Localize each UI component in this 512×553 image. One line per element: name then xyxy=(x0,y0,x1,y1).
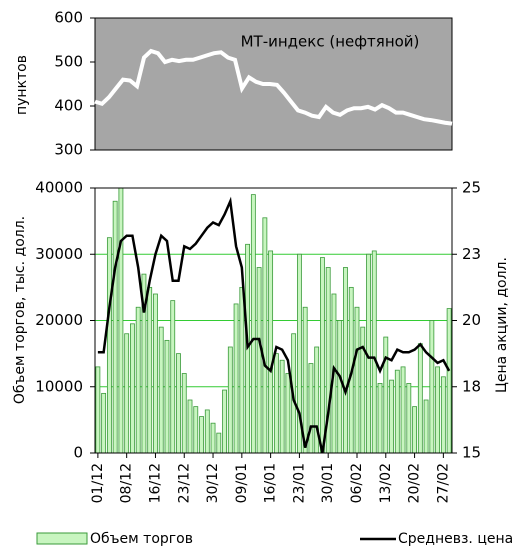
legend-swatch xyxy=(36,532,88,545)
bar xyxy=(423,399,429,454)
bar xyxy=(106,237,112,454)
bar xyxy=(176,353,181,454)
y2-tick-label: 25 xyxy=(462,179,481,197)
bar xyxy=(124,333,130,454)
bar xyxy=(343,267,348,454)
bar xyxy=(302,306,308,454)
x-tick-label: 27/02 xyxy=(435,463,451,503)
bar xyxy=(216,432,222,454)
y2-tick-label: 20 xyxy=(462,311,481,329)
bar xyxy=(193,406,199,454)
bar xyxy=(446,308,452,454)
bar xyxy=(170,300,176,454)
bar xyxy=(239,286,245,454)
x-tick-label: 30/01 xyxy=(320,463,336,503)
y2-axis-label: Цена акции, долл. xyxy=(494,257,510,393)
y-tick-label: 600 xyxy=(54,9,83,27)
bar xyxy=(320,257,325,454)
x-tick-label: 30/12 xyxy=(205,463,221,503)
bar xyxy=(256,267,262,454)
bar xyxy=(153,293,158,454)
x-tick-label: 16/01 xyxy=(263,463,279,503)
y2-tick-label: 15 xyxy=(462,444,481,462)
bar xyxy=(199,416,204,454)
y-axis-label: пунктов xyxy=(14,55,30,115)
bar xyxy=(400,366,406,454)
y-tick-label: 400 xyxy=(54,97,83,115)
bar xyxy=(204,409,210,454)
x-tick-label: 16/12 xyxy=(147,463,163,503)
price-line xyxy=(97,196,451,454)
bar xyxy=(308,363,314,454)
x-tick-label: 09/01 xyxy=(234,463,250,503)
bar xyxy=(371,250,377,454)
bar xyxy=(406,383,412,454)
x-tick-label: 13/02 xyxy=(378,463,394,503)
bar xyxy=(222,389,227,454)
bar xyxy=(435,366,441,454)
y2-tick-label: 18 xyxy=(462,377,481,395)
bar xyxy=(268,250,274,454)
y-tick-label: 40000 xyxy=(35,179,83,197)
y-axis-label: Объем торгов, тыс. долл. xyxy=(12,216,28,404)
bar xyxy=(181,373,187,454)
y-tick-label: 500 xyxy=(54,53,83,71)
bar xyxy=(337,320,343,454)
bar xyxy=(101,392,107,454)
x-tick-label: 23/01 xyxy=(291,463,307,503)
x-tick-label: 20/02 xyxy=(407,463,423,503)
bar xyxy=(394,369,400,454)
bar xyxy=(135,306,141,454)
x-tick-label: 23/12 xyxy=(176,463,192,503)
bar xyxy=(354,306,360,454)
y2-tick-label: 23 xyxy=(462,245,481,263)
legend-label: Объем торгов xyxy=(90,531,193,547)
bar xyxy=(95,366,101,454)
bar xyxy=(130,323,135,454)
annotation: МТ-индекс (нефтяной) xyxy=(241,33,420,51)
x-tick-label: 08/12 xyxy=(119,463,135,503)
bar xyxy=(389,379,394,454)
bar xyxy=(440,376,446,454)
y-tick-label: 20000 xyxy=(35,311,83,329)
y-tick-label: 300 xyxy=(54,141,83,159)
y-tick-label: 10000 xyxy=(35,377,83,395)
bar xyxy=(187,399,193,454)
bar xyxy=(262,217,268,454)
bar xyxy=(273,353,279,454)
bar xyxy=(412,406,417,454)
bar xyxy=(227,346,233,454)
bar xyxy=(429,320,435,454)
bar xyxy=(279,359,285,454)
bar xyxy=(118,187,124,454)
bar xyxy=(285,373,291,454)
index-line xyxy=(94,48,453,126)
x-tick-label: 01/12 xyxy=(90,463,106,503)
bar xyxy=(417,343,423,454)
legend-label: Средневз. цена xyxy=(398,531,512,547)
y-tick-label: 30000 xyxy=(35,245,83,263)
bar xyxy=(210,422,216,454)
x-tick-label: 06/02 xyxy=(349,463,365,503)
bar xyxy=(250,194,256,454)
plot-frame xyxy=(94,187,453,454)
bar xyxy=(233,303,239,454)
y-tick-label: 0 xyxy=(73,444,83,462)
bar xyxy=(158,326,164,454)
bar xyxy=(377,383,383,454)
bar xyxy=(147,286,153,454)
bar xyxy=(112,200,118,454)
bar xyxy=(383,336,389,454)
bar xyxy=(164,339,170,454)
